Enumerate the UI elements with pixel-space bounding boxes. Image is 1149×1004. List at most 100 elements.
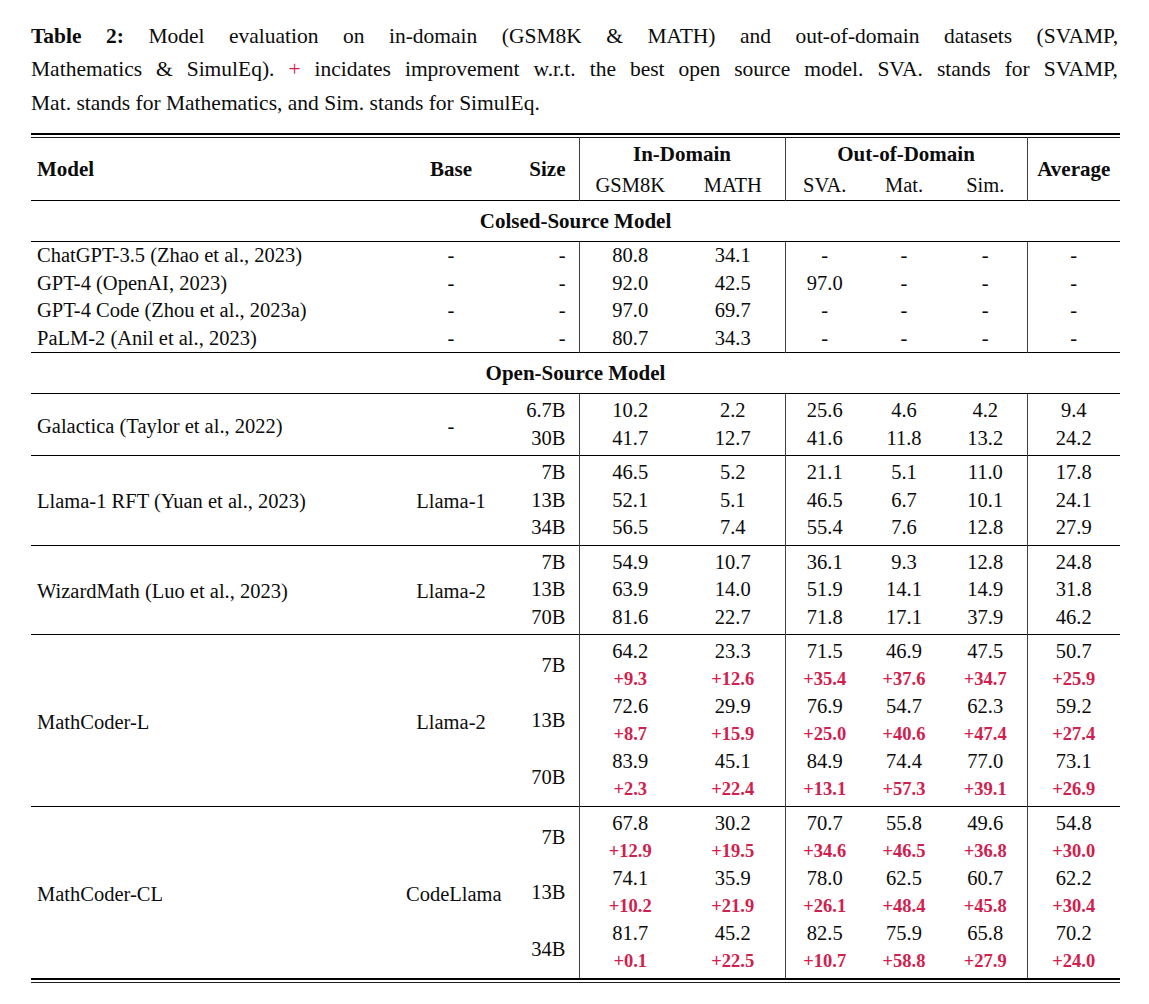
delta-value: +15.9 bbox=[681, 721, 785, 749]
metric-value: 24.8 bbox=[1027, 545, 1120, 576]
metric-value: 29.9 bbox=[681, 693, 785, 721]
metric-value: 50.7 bbox=[1027, 635, 1120, 666]
table-row: Llama-1 RFT (Yuan et al., 2023)Llama-17B… bbox=[31, 456, 1120, 487]
size-value: 13B bbox=[496, 693, 579, 748]
metric-value: 13.2 bbox=[944, 425, 1027, 456]
delta-value: +34.7 bbox=[944, 666, 1027, 694]
base-name: Llama-2 bbox=[406, 635, 496, 807]
metric-value: 46.5 bbox=[785, 487, 864, 515]
metric-value: 84.9 bbox=[785, 748, 864, 776]
metric-value: 35.9 bbox=[681, 865, 785, 893]
metric-value: 34.3 bbox=[681, 325, 785, 353]
metric-value: 5.1 bbox=[681, 487, 785, 515]
metric-value: 41.7 bbox=[579, 425, 681, 456]
delta-value: +26.1 bbox=[785, 893, 864, 921]
model-name: GPT-4 Code (Zhou et al., 2023a) bbox=[31, 297, 406, 325]
delta-value: +48.4 bbox=[864, 893, 944, 921]
metric-value: 52.1 bbox=[579, 487, 681, 515]
metric-value: 46.5 bbox=[579, 456, 681, 487]
base-name: Llama-1 bbox=[406, 456, 496, 546]
metric-value: 11.0 bbox=[944, 456, 1027, 487]
metric-value: 4.6 bbox=[864, 394, 944, 425]
metric-value: 45.1 bbox=[681, 748, 785, 776]
delta-value: +12.9 bbox=[579, 838, 681, 866]
table-row: GPT-4 (OpenAI, 2023)--92.042.597.0--- bbox=[31, 270, 1120, 298]
delta-value: +36.8 bbox=[944, 838, 1027, 866]
delta-value: +0.1 bbox=[579, 948, 681, 980]
model-name: Galactica (Taylor et al., 2022) bbox=[31, 394, 406, 456]
metric-value: 69.7 bbox=[681, 297, 785, 325]
size-value: 34B bbox=[496, 920, 579, 979]
metric-value: 5.2 bbox=[681, 456, 785, 487]
size-value: - bbox=[496, 297, 579, 325]
metric-value: 82.5 bbox=[785, 920, 864, 948]
model-name: WizardMath (Luo et al., 2023) bbox=[31, 545, 406, 635]
delta-value: +21.9 bbox=[681, 893, 785, 921]
model-name: PaLM-2 (Anil et al., 2023) bbox=[31, 325, 406, 353]
section-row: Open-Source Model bbox=[31, 353, 1120, 394]
plus-sign: + bbox=[288, 57, 300, 81]
base-name: - bbox=[406, 325, 496, 353]
metric-value: 5.1 bbox=[864, 456, 944, 487]
metric-value: 23.3 bbox=[681, 635, 785, 666]
table-row: Galactica (Taylor et al., 2022)-6.7B10.2… bbox=[31, 394, 1120, 425]
metric-value: 70.7 bbox=[785, 807, 864, 838]
col-header-in-domain: In-Domain bbox=[579, 138, 785, 171]
size-value: 70B bbox=[496, 748, 579, 807]
metric-value: 14.1 bbox=[864, 576, 944, 604]
col-header-model: Model bbox=[31, 138, 406, 201]
delta-value: +57.3 bbox=[864, 776, 944, 807]
metric-value: 80.8 bbox=[579, 242, 681, 270]
col-header-mat: Mat. bbox=[864, 171, 944, 201]
col-header-out-of-domain: Out-of-Domain bbox=[785, 138, 1027, 171]
base-name: - bbox=[406, 297, 496, 325]
delta-value: +26.9 bbox=[1027, 776, 1120, 807]
metric-value: 17.1 bbox=[864, 604, 944, 635]
metric-value: 74.1 bbox=[579, 865, 681, 893]
col-header-base: Base bbox=[406, 138, 496, 201]
table-row: MathCoder-CLCodeLlama7B67.830.270.755.84… bbox=[31, 807, 1120, 838]
metric-value: 21.1 bbox=[785, 456, 864, 487]
delta-value: +10.2 bbox=[579, 893, 681, 921]
metric-value: - bbox=[864, 242, 944, 270]
metric-value: 14.9 bbox=[944, 576, 1027, 604]
caption-text: Mat. stands for Mathematics, and Sim. st… bbox=[31, 91, 540, 115]
metric-value: 92.0 bbox=[579, 270, 681, 298]
metric-value: 54.9 bbox=[579, 545, 681, 576]
metric-value: 97.0 bbox=[785, 270, 864, 298]
metric-value: - bbox=[1027, 297, 1120, 325]
delta-value: +46.5 bbox=[864, 838, 944, 866]
metric-value: 11.8 bbox=[864, 425, 944, 456]
metric-value: 63.9 bbox=[579, 576, 681, 604]
size-value: - bbox=[496, 270, 579, 298]
caption-text: incidates improvement w.r.t. the best op… bbox=[301, 57, 1118, 81]
metric-value: 74.4 bbox=[864, 748, 944, 776]
delta-value: +12.6 bbox=[681, 666, 785, 694]
metric-value: 34.1 bbox=[681, 242, 785, 270]
delta-value: +24.0 bbox=[1027, 948, 1120, 980]
metric-value: 71.8 bbox=[785, 604, 864, 635]
metric-value: 31.8 bbox=[1027, 576, 1120, 604]
delta-value: +25.9 bbox=[1027, 666, 1120, 694]
metric-value: 54.8 bbox=[1027, 807, 1120, 838]
metric-value: 17.8 bbox=[1027, 456, 1120, 487]
delta-value: +45.8 bbox=[944, 893, 1027, 921]
delta-value: +40.6 bbox=[864, 721, 944, 749]
metric-value: 49.6 bbox=[944, 807, 1027, 838]
metric-value: 51.9 bbox=[785, 576, 864, 604]
size-value: 70B bbox=[496, 604, 579, 635]
metric-value: 9.3 bbox=[864, 545, 944, 576]
metric-value: 10.7 bbox=[681, 545, 785, 576]
table-caption: Table 2: Model evaluation on in-domain (… bbox=[31, 20, 1118, 120]
base-name: Llama-2 bbox=[406, 545, 496, 635]
table-header: Model Base Size In-Domain Out-of-Domain … bbox=[31, 138, 1120, 201]
table-row: GPT-4 Code (Zhou et al., 2023a)--97.069.… bbox=[31, 297, 1120, 325]
metric-value: 14.0 bbox=[681, 576, 785, 604]
metric-value: 45.2 bbox=[681, 920, 785, 948]
delta-value: +30.4 bbox=[1027, 893, 1120, 921]
size-value: 13B bbox=[496, 865, 579, 920]
delta-value: +9.3 bbox=[579, 666, 681, 694]
delta-value: +58.8 bbox=[864, 948, 944, 980]
paper-page: Table 2: Model evaluation on in-domain (… bbox=[0, 0, 1149, 983]
table-body: Colsed-Source ModelChatGPT-3.5 (Zhao et … bbox=[31, 201, 1120, 980]
